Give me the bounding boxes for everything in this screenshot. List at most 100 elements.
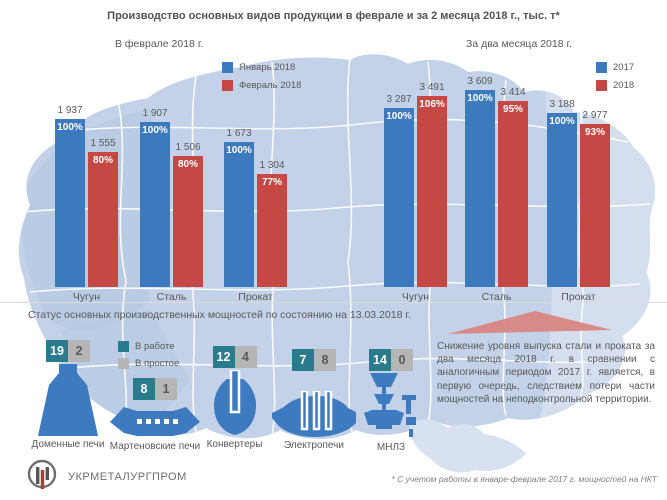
legend-label: 2018 <box>613 80 635 91</box>
legend-label: 2017 <box>613 62 635 73</box>
legend-item-january: Январь 2018 <box>222 62 301 73</box>
category-label: Сталь <box>481 291 512 303</box>
count-badge: 19 2 <box>46 340 90 362</box>
bar-2017-Чугун: 100% <box>384 108 414 287</box>
bar-percent-label: 100% <box>549 116 575 127</box>
february-chart-title: В феврале 2018 г. <box>115 38 204 50</box>
february-production-chart: 100% 1 937 80% 1 555 Чугун 100% 1 907 80% 1 506 С… <box>52 99 292 303</box>
section-divider <box>0 302 667 303</box>
idle-count: 1 <box>155 378 177 400</box>
count-badge: 12 4 <box>212 346 257 368</box>
page-title: Производство основных видов продукции в … <box>107 10 560 22</box>
bar-percent-label: 100% <box>226 145 252 156</box>
bar-value-label: 1 555 <box>90 138 116 149</box>
bar-2018-Прокат: 93% <box>580 124 610 287</box>
bar-percent-label: 77% <box>261 177 282 188</box>
callout-arrow <box>448 311 612 334</box>
bar-2018-Чугун: 106% <box>417 96 447 287</box>
bar-percent-label: 93% <box>584 127 605 138</box>
bar-Январь 2018-Чугун: 100% <box>55 119 85 287</box>
in-work-count: 19 <box>46 340 68 362</box>
bar-Февраль 2018-Сталь: 80% <box>173 156 203 287</box>
facility-label: Электропечи <box>284 440 344 451</box>
bar-percent-label: 95% <box>502 104 523 115</box>
idle-count: 4 <box>234 346 257 368</box>
electric-furnace-icon <box>272 391 356 437</box>
analysis-note: Снижение уровня выпуска стали и проката … <box>437 341 655 405</box>
bar-percent-label: 100% <box>386 111 412 122</box>
bar-percent-label: 100% <box>467 93 493 104</box>
in-work-count: 14 <box>369 349 391 371</box>
legend-item-2018: 2018 <box>596 80 634 91</box>
legend-item-2017: 2017 <box>596 62 634 73</box>
bar-value-label: 3 287 <box>386 94 412 105</box>
idle-count: 0 <box>391 349 413 371</box>
bar-2017-Сталь: 100% <box>465 90 495 287</box>
bar-percent-label: 100% <box>142 125 168 136</box>
capacity-section-heading: Статус основных производственных мощност… <box>28 309 411 321</box>
bar-value-label: 1 506 <box>175 142 201 153</box>
bar-value-label: 1 673 <box>226 128 252 139</box>
in-work-swatch <box>118 341 129 352</box>
legend-label: Январь 2018 <box>239 62 296 73</box>
continuous-caster-icon <box>364 373 416 437</box>
count-badge: 7 8 <box>292 349 336 371</box>
footnote: * С учетом работы в январе-феврале 2017 … <box>391 474 657 484</box>
idle-count: 8 <box>314 349 336 371</box>
january-swatch <box>222 62 233 73</box>
capacity-legend: В работе В простое <box>118 341 179 369</box>
facility-label: Конвертеры <box>206 439 263 450</box>
legend-label: В работе <box>135 341 175 352</box>
blast-furnace-icon <box>38 364 98 436</box>
bar-value-label: 1 907 <box>142 108 168 119</box>
open-hearth-furnace-icon <box>110 407 200 436</box>
two-months-production-chart: 100% 3 287 106% 3 491 Чугун 100% 3 609 95% 3 414… <box>382 76 622 303</box>
bar-2017-Прокат: 100% <box>547 113 577 287</box>
legend-label: Февраль 2018 <box>239 80 302 91</box>
two-months-chart-title: За два месяца 2018 г. <box>466 38 572 50</box>
bar-value-label: 3 609 <box>467 76 493 87</box>
ukraine-map-silhouette <box>18 54 656 440</box>
facility-label: МНЛЗ <box>376 442 406 453</box>
bar-Январь 2018-Прокат: 100% <box>224 142 254 287</box>
legend-label: В простое <box>135 358 180 369</box>
february-swatch <box>222 80 233 91</box>
bar-value-label: 1 937 <box>57 105 83 116</box>
category-label: Чугун <box>401 291 430 303</box>
bar-value-label: 3 491 <box>419 82 445 93</box>
category-label: Прокат <box>238 291 273 303</box>
count-badge: 14 0 <box>369 349 413 371</box>
legend-item-idle: В простое <box>118 358 179 369</box>
bar-Январь 2018-Сталь: 100% <box>140 122 170 287</box>
count-badge: 8 1 <box>133 378 177 400</box>
bar-Февраль 2018-Чугун: 80% <box>88 152 118 287</box>
crimea-shape <box>409 419 526 473</box>
bar-value-label: 3 188 <box>549 99 575 110</box>
idle-swatch <box>118 358 129 369</box>
bar-value-label: 3 414 <box>500 87 526 98</box>
facility-label: Доменные печи <box>31 439 105 450</box>
bar-value-label: 2 977 <box>582 110 608 121</box>
legend-item-in-work: В работе <box>118 341 179 352</box>
facility-electric-furnaces: 7 8 Электропечи <box>264 349 364 451</box>
bar-2018-Сталь: 95% <box>498 101 528 287</box>
facility-converters: 12 4 Конвертеры <box>192 346 277 450</box>
idle-count: 2 <box>68 340 90 362</box>
legend-item-february: Февраль 2018 <box>222 80 301 91</box>
year-2018-swatch <box>596 80 607 91</box>
ukrmetalurgprom-logo-icon <box>27 459 57 489</box>
facility-open-hearth-furnaces: 8 1 Мартеновские печи <box>103 378 207 452</box>
category-label: Чугун <box>72 291 101 303</box>
footer-logo: УКРМЕТАЛУРГПРОМ <box>24 458 187 496</box>
in-work-count: 7 <box>292 349 314 371</box>
facility-label: Мартеновские печи <box>109 441 201 452</box>
in-work-count: 8 <box>133 378 155 400</box>
converter-icon <box>213 370 256 435</box>
bar-percent-label: 80% <box>177 159 198 170</box>
bar-value-label: 1 304 <box>259 160 285 171</box>
february-chart-legend: Январь 2018 Февраль 2018 <box>222 62 301 91</box>
bar-Февраль 2018-Прокат: 77% <box>257 174 287 287</box>
category-label: Сталь <box>156 291 187 303</box>
in-work-count: 12 <box>212 346 235 368</box>
